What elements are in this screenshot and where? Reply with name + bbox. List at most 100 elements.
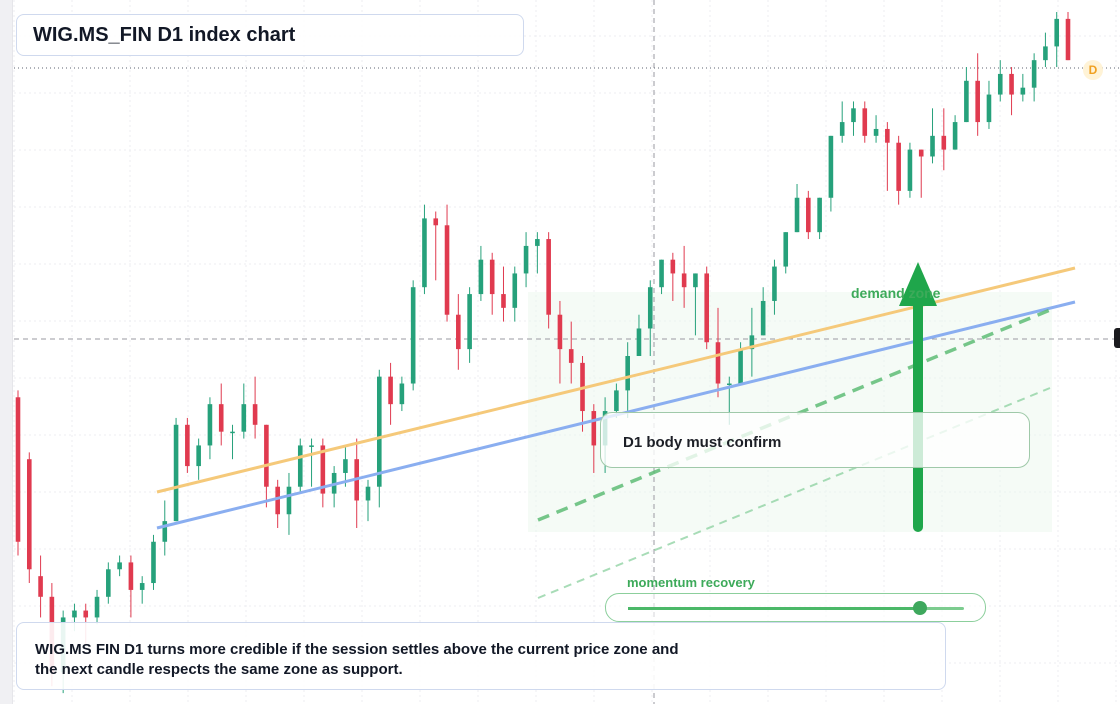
candle-body [681, 273, 687, 288]
confirmation-callout: D1 body must confirm [600, 412, 1030, 468]
candle-body [896, 142, 901, 191]
candle-body [501, 294, 506, 308]
candle-body [1065, 18, 1071, 61]
momentum-fill [628, 607, 921, 610]
note-line-1: WIG.MS FIN D1 turns more credible if the… [35, 641, 679, 658]
candles [15, 12, 1071, 694]
candle-body [151, 541, 156, 584]
candle-body [388, 376, 393, 405]
candle-body [489, 259, 495, 295]
candle-body [885, 128, 890, 143]
candle-body [467, 294, 472, 350]
candle-body [964, 80, 969, 123]
analysis-note: WIG.MS FIN D1 turns more credible if the… [16, 622, 946, 690]
candle-body [444, 225, 450, 315]
candle-body [512, 273, 518, 308]
candle-body [72, 610, 77, 618]
candle-body [1009, 73, 1014, 95]
candle-body [749, 335, 755, 350]
candle-body [218, 404, 224, 432]
candle-body [106, 569, 111, 597]
bullish-arrow-head [899, 262, 937, 306]
candle-body [952, 122, 958, 150]
candle-body [659, 259, 664, 288]
candle-body [38, 576, 43, 597]
candle-body [196, 445, 201, 467]
momentum-track [628, 607, 964, 610]
green-dashed-channel-upper [537, 308, 1051, 522]
candle-body [828, 135, 834, 198]
candle-body [975, 80, 980, 123]
candle-body [726, 383, 732, 386]
candle-body [941, 135, 947, 150]
candle-body [117, 562, 122, 570]
candle-body [1020, 87, 1026, 95]
candle-body [162, 521, 168, 542]
candle-body [907, 149, 913, 191]
candle-body [647, 287, 653, 329]
candle-body [241, 404, 247, 432]
candle-body [252, 404, 258, 425]
candle-body [873, 128, 879, 136]
candle-body [456, 314, 461, 350]
candle-body [320, 445, 326, 494]
candle-body [557, 314, 563, 350]
candle-body [738, 349, 743, 384]
candle-body [783, 232, 789, 267]
candle-body [94, 596, 100, 618]
left-scale-rail [0, 0, 13, 704]
candle-body [1054, 18, 1060, 47]
candle-body [997, 73, 1003, 95]
note-line-2: the next candle respects the same zone a… [35, 661, 403, 678]
candle-body [817, 197, 822, 233]
candle-body [670, 259, 676, 274]
candle-body [986, 94, 992, 123]
candle-body [376, 376, 382, 487]
candle-body [591, 411, 597, 446]
momentum-knob[interactable] [913, 601, 928, 615]
candle-body [297, 445, 303, 487]
candle-body [851, 108, 856, 123]
candle-body [794, 197, 800, 233]
candle-body [862, 108, 868, 136]
candle-body [930, 135, 935, 157]
candle-body [230, 431, 235, 434]
candle-body [207, 404, 213, 446]
chart-title: WIG.MS_FIN D1 index chart [16, 14, 524, 56]
current-price-badge: D [1083, 60, 1103, 80]
candle-body [309, 445, 314, 447]
candle-body [535, 239, 540, 246]
confirmation-text: D1 body must confirm [623, 434, 782, 451]
candle-body [410, 287, 416, 384]
candle-body [546, 239, 551, 315]
price-scale-marker [1114, 328, 1120, 348]
candle-body [704, 273, 710, 343]
candle-body [173, 424, 179, 522]
candle-body [365, 486, 371, 501]
candle-body [15, 397, 21, 542]
candle-body [185, 424, 190, 467]
candle-body [715, 342, 721, 384]
candle-body [286, 486, 292, 515]
candle-body [139, 583, 145, 590]
candle-body [422, 218, 427, 288]
candle-body [693, 273, 698, 288]
candle-body [399, 383, 405, 405]
candle-body [839, 122, 845, 136]
candle-body [806, 197, 811, 233]
candle-body [523, 245, 529, 274]
candle-body [636, 328, 642, 356]
candle-body [918, 149, 924, 157]
candle-body [760, 300, 766, 336]
candle-body [614, 390, 619, 412]
candle-body [83, 610, 89, 618]
candle-body [568, 349, 574, 363]
candle-body [478, 259, 484, 295]
momentum-slider[interactable] [605, 593, 986, 622]
candle-body [264, 424, 269, 487]
candle-body [275, 486, 280, 515]
candle-body [1031, 60, 1037, 88]
candle-body [772, 266, 777, 301]
candle-body [26, 459, 32, 570]
demand-zone-label: demand zone [851, 285, 941, 301]
